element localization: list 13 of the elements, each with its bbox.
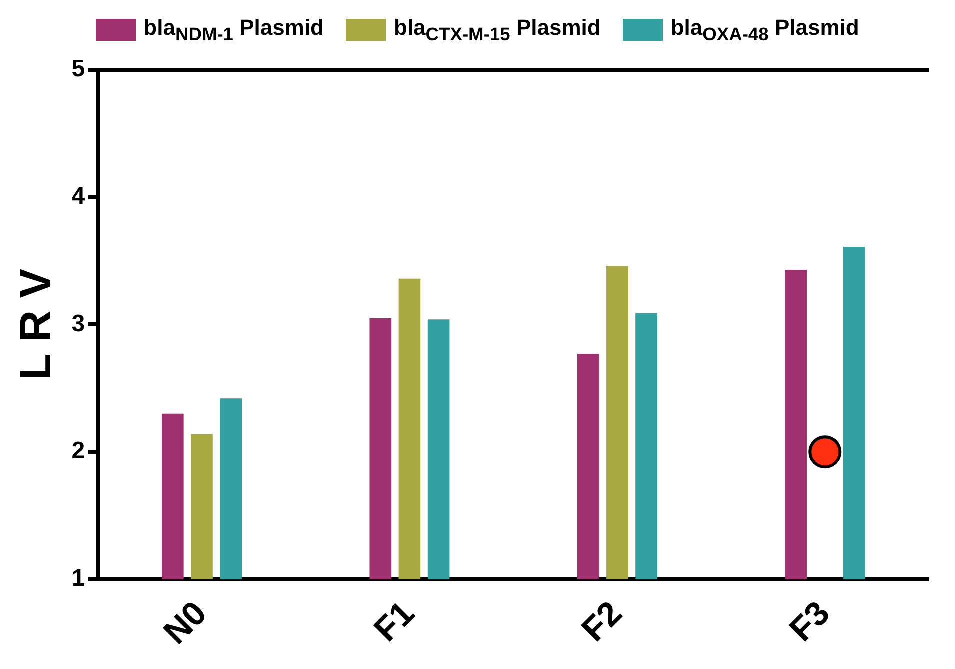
legend-label: bla$_{CTX-M-15}$ Plasmid xyxy=(394,14,601,46)
legend-label: bla$_{NDM-1}$ Plasmid xyxy=(144,14,324,46)
y-axis-title: L R V xyxy=(12,268,61,381)
legend-label: bla$_{OXA-48}$ Plasmid xyxy=(670,14,860,46)
x-tick-label: F2 xyxy=(574,594,630,650)
y-tick-label: 1 xyxy=(72,565,86,592)
x-tick-label: F3 xyxy=(782,594,838,650)
y-tick-label: 2 xyxy=(72,438,86,465)
y-tick-label: 4 xyxy=(72,182,86,210)
y-tick-label: 5 xyxy=(72,56,86,83)
y-tick-label: 3 xyxy=(72,310,86,338)
x-tick-label: F1 xyxy=(367,594,422,650)
x-tick-label: N0 xyxy=(156,594,214,652)
